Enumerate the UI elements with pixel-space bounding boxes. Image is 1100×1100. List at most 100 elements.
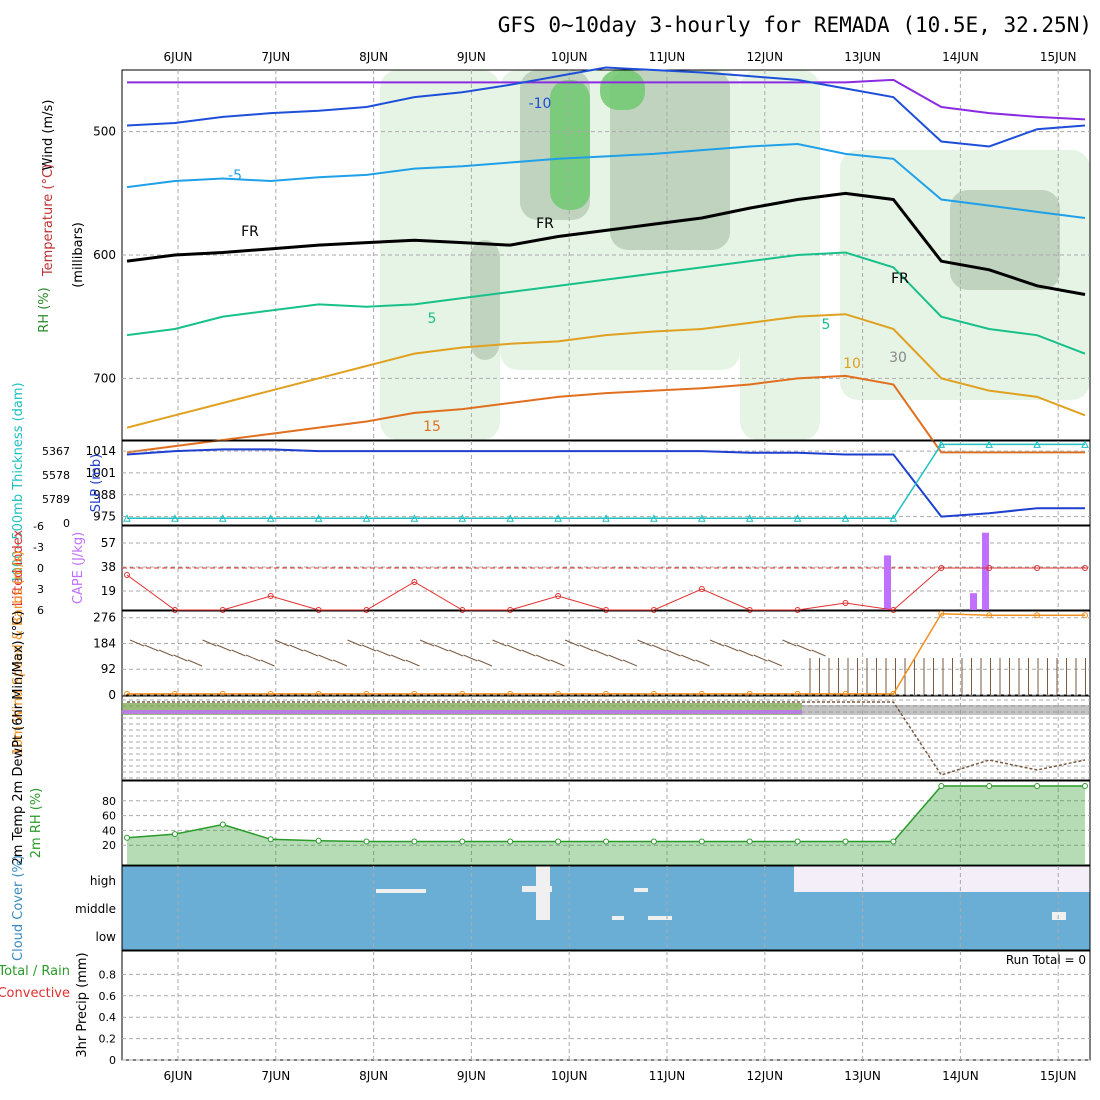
- lifted-index-marker: [555, 593, 562, 599]
- lifted-index-marker: [842, 600, 849, 606]
- precip-tick-label: 0.8: [99, 968, 117, 981]
- rh2m-marker: [1034, 783, 1041, 789]
- date-label-bottom: 14JUN: [942, 1069, 979, 1083]
- thickness-marker: [314, 514, 323, 522]
- lifted-index-marker: [650, 607, 657, 613]
- lifted-index-marker: [698, 586, 705, 592]
- wind-barb: [622, 659, 638, 667]
- cloud-axis-title: Cloud Cover (%): [11, 855, 26, 961]
- lifted-index-marker: [363, 607, 370, 613]
- wind-barb: [376, 649, 391, 657]
- wind-barb: [477, 659, 493, 667]
- thickness-marker: [410, 514, 419, 522]
- date-label-top: 15JUN: [1040, 50, 1077, 64]
- temp2m-axis-title: 2m Temp 2m DewPt (6hr Min/Max) (°C): [11, 611, 26, 866]
- date-label-bottom: 8JUN: [359, 1069, 388, 1083]
- wind-barb: [492, 639, 507, 647]
- wind-barb: [332, 659, 348, 667]
- temperature-axis-title: Temperature (°C): [41, 164, 56, 277]
- thickness-tick-label: 5578: [42, 469, 70, 482]
- cloud-level-label: middle: [75, 902, 116, 916]
- wind-barb: [521, 649, 536, 657]
- lifted-index-marker: [1034, 565, 1041, 571]
- cloud-level-label: high: [90, 874, 116, 888]
- thickness-marker: [650, 514, 658, 522]
- precip-axis-title: 3hr Precip (mm): [75, 952, 90, 1057]
- date-label-top: 6JUN: [164, 50, 193, 64]
- cape-bar: [884, 555, 891, 610]
- rh2m-marker: [219, 821, 226, 828]
- temperature-contour: [126, 142, 1086, 219]
- thickness-marker: [171, 514, 179, 522]
- run-total-label: Run Total = 0: [1006, 953, 1086, 967]
- date-label-top: 10JUN: [551, 50, 588, 64]
- rh2m-marker: [124, 834, 130, 841]
- cloud-gap: [648, 916, 672, 920]
- rh2m-fill: [127, 786, 1085, 865]
- temperature-contour: [126, 191, 1086, 296]
- wind10m-marker: [1082, 612, 1088, 619]
- lifted-index-marker: [315, 607, 322, 613]
- pressure-tick-label: 500: [93, 125, 116, 139]
- wind-barb: [390, 654, 406, 662]
- wind-barb: [231, 649, 246, 657]
- slp-panel: [121, 440, 1091, 526]
- wind-barb: [129, 639, 145, 647]
- wind-barb: [448, 649, 464, 657]
- rh2m-marker: [650, 838, 657, 845]
- thickness-marker: [793, 514, 802, 522]
- lifted-index-marker: [459, 607, 466, 613]
- rh2m-marker: [794, 838, 801, 845]
- wind-barb: [782, 639, 797, 647]
- contour-label: -10: [529, 96, 552, 112]
- rh-axis-title: RH (%): [37, 287, 52, 332]
- lifted-axis-title: Lifted Index: [11, 529, 26, 606]
- rh2m-marker: [698, 838, 705, 845]
- lifted-index-marker: [411, 579, 418, 585]
- wind10m-marker: [1034, 612, 1041, 619]
- wind-barb: [550, 659, 565, 667]
- lifted-tick-label: -3: [33, 541, 44, 554]
- temperature-contour: [126, 374, 1085, 454]
- thickness-marker: [362, 514, 371, 522]
- rh2m-marker: [842, 838, 849, 845]
- lifted-index-marker: [986, 565, 993, 571]
- wind-barb: [738, 649, 754, 657]
- rh2m-marker: [1082, 783, 1088, 789]
- date-label-top: 9JUN: [457, 50, 486, 64]
- wind10m-axis-title: 10m Wind Speed & Barbs (m/s): [11, 551, 26, 756]
- lifted-index-marker: [507, 607, 514, 613]
- rh2m-marker: [459, 838, 466, 845]
- lifted-index-marker: [938, 565, 945, 571]
- wind-barb: [216, 644, 232, 652]
- rh2m-marker: [890, 838, 897, 845]
- wind-barb: [637, 639, 652, 647]
- pressure-tick-label: 700: [93, 371, 116, 385]
- rh2m-tick-label: 60: [102, 810, 116, 823]
- wind-barb: [709, 639, 725, 647]
- cloud-gap: [634, 888, 648, 892]
- temperature-contour: [126, 313, 1086, 429]
- cloud-panel: [121, 865, 1091, 951]
- wind-barb: [680, 654, 696, 662]
- wind-tick-label: 276: [93, 611, 116, 625]
- wind-barb: [361, 644, 377, 652]
- wind-barb: [202, 639, 217, 647]
- thickness-marker: [745, 514, 754, 522]
- rh2m-marker: [267, 836, 274, 843]
- lifted-index-marker: [267, 593, 274, 599]
- wind-barb: [347, 639, 362, 647]
- precip-tick-label: 0.4: [99, 1011, 117, 1024]
- thickness-marker: [602, 514, 610, 522]
- contour-label: -5: [228, 168, 242, 184]
- wind10m-marker: [986, 612, 993, 619]
- thickness-marker: [889, 514, 898, 522]
- thickness-marker: [985, 440, 994, 448]
- temperature-contour-cold: [127, 78, 1086, 121]
- date-label-top: 8JUN: [359, 50, 388, 64]
- wind-barb: [144, 644, 159, 652]
- cloud-cover-fill: [794, 866, 1090, 892]
- wind-barb: [724, 644, 739, 652]
- precip-legend-convective: Convective: [0, 986, 70, 1001]
- lifted-index-marker: [219, 607, 226, 613]
